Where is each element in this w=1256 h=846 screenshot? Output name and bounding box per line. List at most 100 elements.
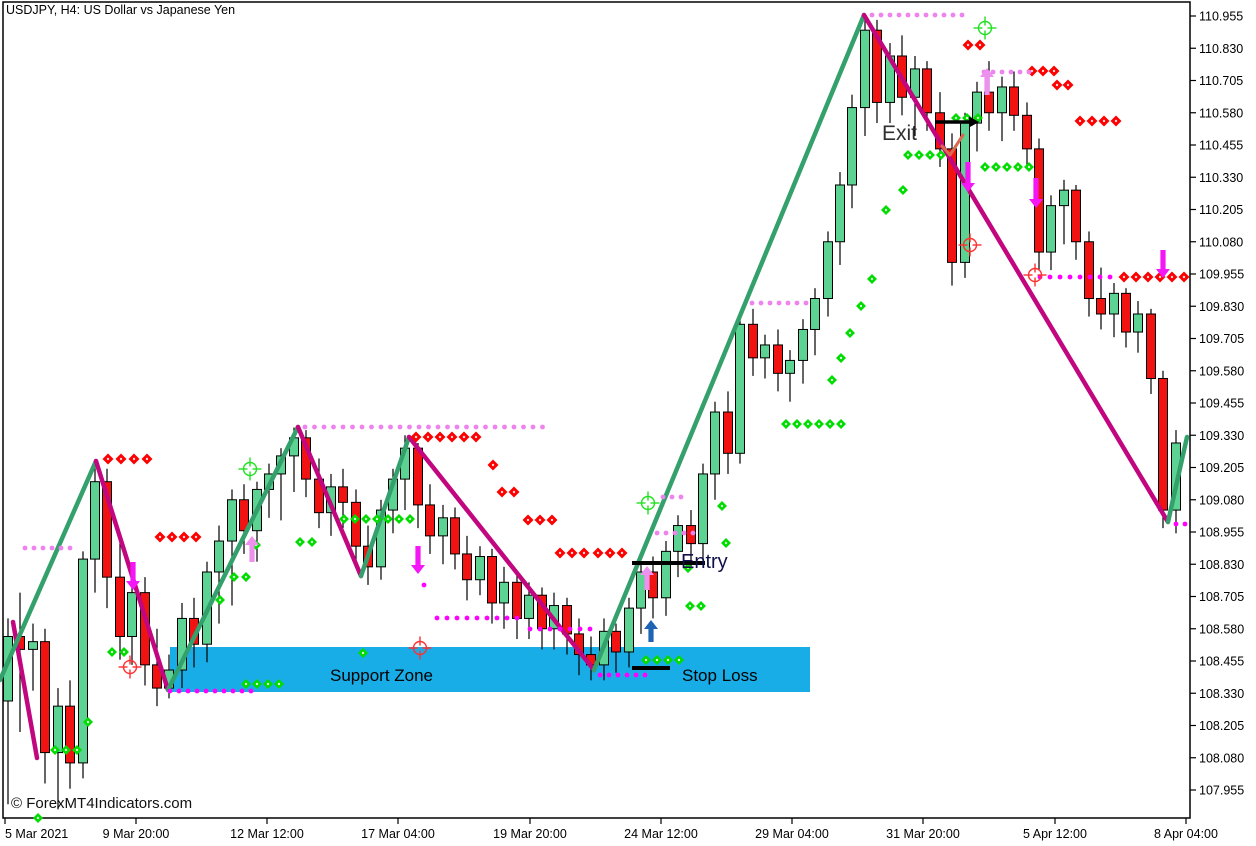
pink-dot bbox=[40, 545, 46, 551]
bull-candle bbox=[28, 641, 38, 650]
bull-candle bbox=[835, 184, 845, 243]
red-diamond-dot-center bbox=[1170, 275, 1174, 279]
green-diamond-dot-center bbox=[965, 116, 969, 120]
pink-dot bbox=[941, 12, 947, 18]
pink-dot bbox=[654, 530, 660, 536]
bull-candle bbox=[227, 499, 237, 542]
green-diamond-dot-center bbox=[255, 682, 259, 686]
pink-dot bbox=[758, 300, 764, 306]
bear-candle bbox=[611, 630, 621, 653]
magenta-dot bbox=[464, 615, 470, 621]
bull-candle bbox=[1046, 205, 1056, 253]
red-diamond-dot-center bbox=[450, 435, 454, 439]
time-tick-label: 17 Mar 04:00 bbox=[361, 827, 435, 841]
pink-dot bbox=[540, 424, 545, 430]
pink-dot bbox=[530, 424, 536, 430]
magenta-dot bbox=[194, 688, 200, 694]
red-diamond-dot-center bbox=[570, 551, 574, 555]
pink-dot bbox=[990, 69, 996, 75]
pink-dot bbox=[1026, 69, 1032, 75]
pink-dot bbox=[1008, 69, 1014, 75]
pink-dot bbox=[492, 424, 498, 430]
zigzag-down-segment bbox=[295, 424, 364, 579]
magenta-dot bbox=[167, 688, 173, 694]
magenta-down-arrow bbox=[411, 546, 425, 574]
bull-candle bbox=[499, 581, 509, 604]
green-diamond-dot-center bbox=[375, 517, 379, 521]
pink-dot bbox=[999, 69, 1005, 75]
pink-dot bbox=[350, 424, 355, 430]
green-diamond-dot-center bbox=[655, 658, 659, 662]
magenta-dot bbox=[444, 615, 450, 621]
green-diamond-dot-center bbox=[839, 422, 843, 426]
pink-dot bbox=[672, 530, 678, 536]
bear-candle bbox=[947, 148, 957, 263]
bear-candle bbox=[425, 504, 435, 537]
pink-dot bbox=[502, 424, 507, 430]
bear-candle bbox=[413, 447, 423, 506]
indicator-dots-layer bbox=[22, 12, 1190, 823]
bull-candle bbox=[810, 298, 820, 330]
bull-candle bbox=[798, 328, 808, 361]
red-diamond-dot-center bbox=[550, 518, 554, 522]
bear-candle bbox=[487, 556, 497, 604]
pink-dot bbox=[785, 300, 791, 306]
green-diamond-dot-center bbox=[906, 153, 910, 157]
green-diamond-dot-center bbox=[310, 540, 314, 544]
green-diamond-dot-center bbox=[218, 598, 222, 602]
green-diamond-dot-center bbox=[666, 658, 670, 662]
green-diamond-dot-center bbox=[244, 682, 248, 686]
red-diamond-dot-center bbox=[1052, 69, 1056, 73]
green-diamond-dot-center bbox=[86, 720, 90, 724]
stop-loss-label: Stop Loss bbox=[682, 666, 758, 685]
green-diamond-dot-center bbox=[901, 188, 905, 192]
magenta-dot bbox=[1182, 521, 1188, 527]
pink-dot bbox=[321, 424, 327, 430]
bull-candle bbox=[997, 86, 1007, 114]
red-diamond-dot-center bbox=[182, 535, 186, 539]
red-diamond-dot-center bbox=[145, 457, 149, 461]
bull-candle bbox=[673, 525, 683, 552]
time-tick-label: 29 Mar 04:00 bbox=[755, 827, 829, 841]
pink-dot bbox=[340, 424, 346, 430]
red-diamond-dot-center bbox=[608, 551, 612, 555]
bull-candle bbox=[177, 617, 187, 671]
red-diamond-dot-center bbox=[1030, 69, 1034, 73]
red-diamond-dot-center bbox=[474, 435, 478, 439]
bear-candle bbox=[1146, 313, 1156, 379]
price-tick-label: 109.830 bbox=[1199, 300, 1244, 314]
red-crosshair-icon bbox=[958, 233, 982, 257]
bear-candle bbox=[872, 29, 882, 103]
magenta-dot bbox=[1047, 274, 1053, 280]
green-diamond-dot-center bbox=[75, 748, 79, 752]
zigzag-up-segment bbox=[165, 424, 301, 693]
time-tick-label: 12 Mar 12:00 bbox=[230, 827, 304, 841]
pink-dot bbox=[397, 424, 403, 430]
green-diamond-dot-center bbox=[386, 517, 390, 521]
pink-up-arrow bbox=[640, 566, 654, 590]
pink-dot bbox=[959, 12, 965, 18]
magenta-dot bbox=[1057, 274, 1063, 280]
bull-candle bbox=[636, 571, 646, 609]
magenta-dot bbox=[633, 672, 639, 678]
pink-dot bbox=[663, 530, 669, 536]
magenta-dot bbox=[421, 582, 427, 588]
green-diamond-dot-center bbox=[36, 816, 40, 820]
green-diamond-dot-center bbox=[1027, 165, 1031, 169]
bear-candle bbox=[450, 517, 460, 555]
pink-dot bbox=[464, 424, 469, 430]
red-diamond-dot-center bbox=[132, 457, 136, 461]
red-diamond-dot-center bbox=[558, 551, 562, 555]
green-diamond-dot-center bbox=[939, 153, 943, 157]
magenta-dot bbox=[504, 615, 510, 621]
pink-dot bbox=[435, 424, 441, 430]
price-tick-label: 110.830 bbox=[1199, 42, 1243, 56]
green-diamond-dot-center bbox=[699, 604, 703, 608]
green-diamond-dot-center bbox=[828, 422, 832, 426]
magenta-dot bbox=[474, 615, 480, 621]
magenta-dot bbox=[248, 688, 254, 694]
green-diamond-dot-center bbox=[677, 658, 681, 662]
bear-candle bbox=[748, 323, 758, 359]
